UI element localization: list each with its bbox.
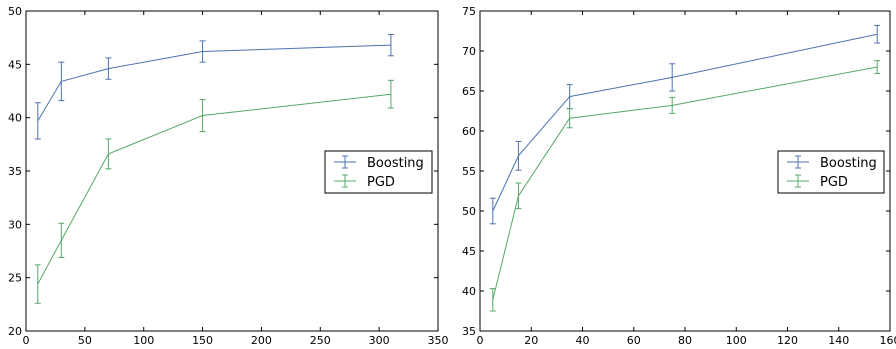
x-tick-label: 250 — [310, 334, 331, 345]
legend-label: PGD — [820, 175, 848, 190]
x-tick-label: 100 — [726, 334, 747, 345]
x-tick-label: 20 — [524, 334, 538, 345]
legend: Boosting PGD — [325, 151, 432, 193]
y-tick-label: 65 — [462, 85, 476, 98]
x-tick-label: 0 — [477, 334, 484, 345]
y-tick-label: 25 — [8, 272, 22, 285]
legend: Boosting PGD — [778, 151, 884, 193]
legend-label: Boosting — [367, 156, 424, 171]
y-tick-label: 50 — [462, 205, 476, 218]
x-tick-label: 100 — [133, 334, 154, 345]
x-tick-label: 150 — [192, 334, 213, 345]
y-tick-label: 45 — [462, 245, 476, 258]
y-tick-label: 40 — [8, 112, 22, 125]
y-tick-label: 55 — [462, 165, 476, 178]
y-tick-label: 35 — [462, 325, 476, 338]
x-tick-label: 40 — [576, 334, 590, 345]
x-tick-label: 50 — [78, 334, 92, 345]
chart-panel-1: 0 50 100 150 200 250 300 350 20 25 30 35 40 45 50 Boost… — [8, 5, 449, 345]
legend-label: Boosting — [820, 156, 877, 171]
y-tick-label: 40 — [462, 285, 476, 298]
x-tick-label: 300 — [369, 334, 390, 345]
x-tick-label: 0 — [23, 334, 30, 345]
series-boosting — [35, 34, 394, 139]
x-tick-label: 60 — [627, 334, 641, 345]
legend-label: PGD — [367, 175, 395, 190]
x-tick-label: 350 — [428, 334, 449, 345]
x-tick-label: 200 — [251, 334, 272, 345]
y-tick-label: 50 — [8, 5, 22, 18]
chart-panel-2: 0 20 40 60 80 100 120 140 160 35 40 45 50 55 60 65 70 75 B… — [462, 5, 896, 345]
x-tick-label: 120 — [777, 334, 798, 345]
y-tick-label: 45 — [8, 58, 22, 71]
y-tick-label: 60 — [462, 125, 476, 138]
y-tick-label: 35 — [8, 165, 22, 178]
y-tick-label: 75 — [462, 5, 476, 18]
y-tick-label: 70 — [462, 45, 476, 58]
series-boosting — [490, 25, 880, 223]
series-line — [38, 45, 391, 121]
y-tick-label: 30 — [8, 218, 22, 231]
x-tick-label: 160 — [880, 334, 896, 345]
y-tick-label: 20 — [8, 325, 22, 338]
x-tick-label: 140 — [828, 334, 849, 345]
x-tick-label: 80 — [678, 334, 692, 345]
